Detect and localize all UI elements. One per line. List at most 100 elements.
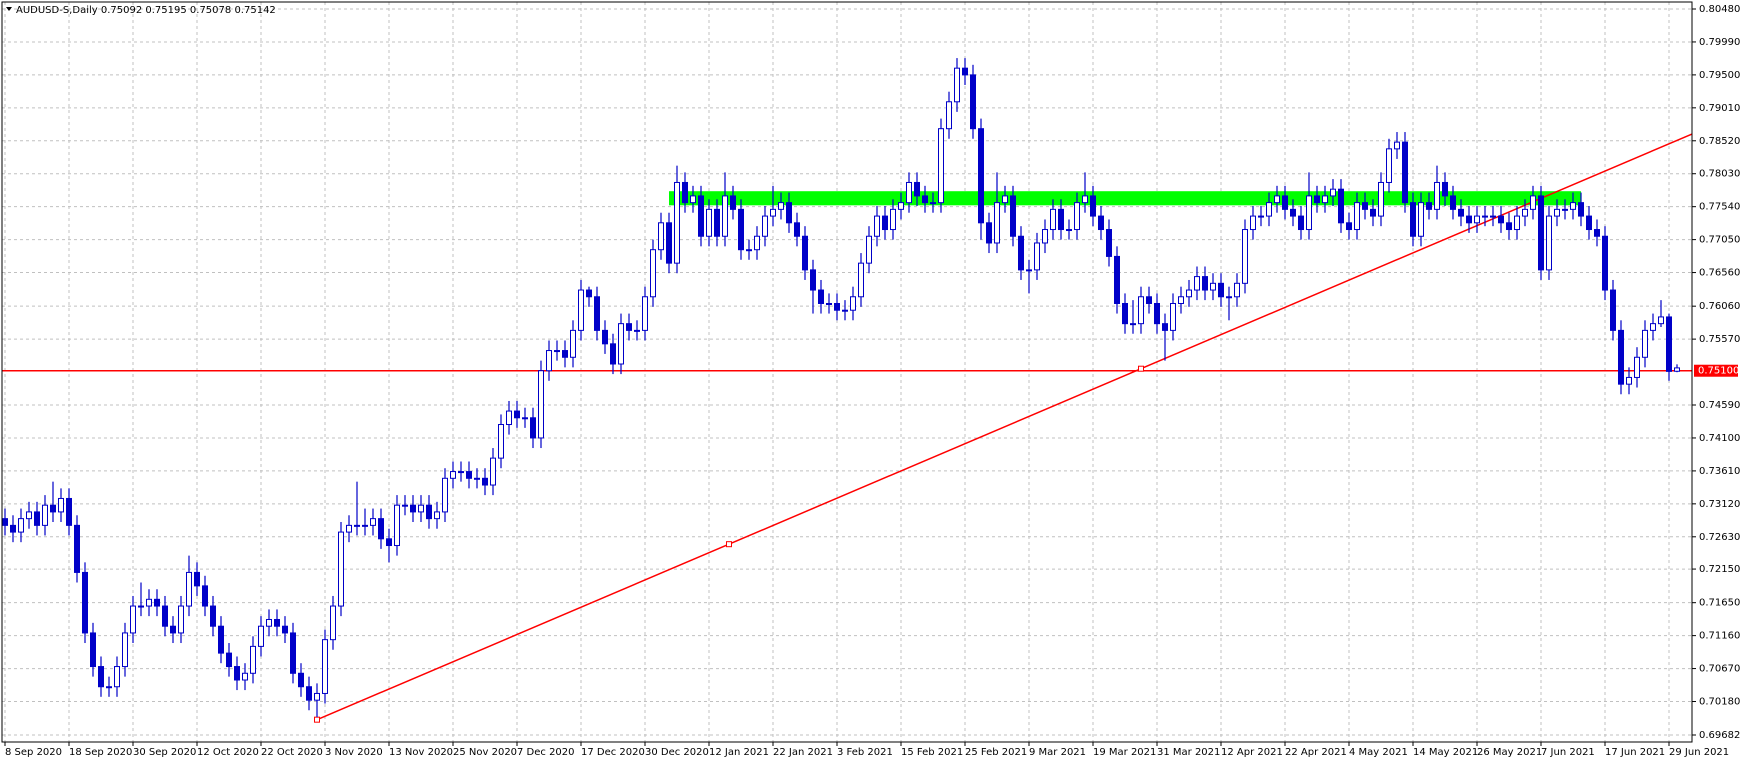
y-tick-label: 0.72630	[1699, 532, 1740, 543]
x-tick-label: 17 Jun 2021	[1605, 747, 1665, 758]
x-tick-label: 3 Feb 2021	[837, 747, 893, 758]
candle-body	[1634, 356, 1640, 378]
candle-body	[1002, 195, 1008, 204]
candle-body	[546, 350, 552, 372]
trendline-anchor	[314, 716, 320, 723]
candle-body	[1322, 195, 1328, 204]
x-tick-label: 9 Mar 2021	[1029, 747, 1086, 758]
candle-body	[370, 518, 376, 526]
candle-body	[890, 208, 896, 231]
candle-body	[1354, 202, 1360, 231]
x-tick-label: 4 May 2021	[1349, 747, 1408, 758]
candle-body	[1018, 235, 1024, 271]
candle-body	[1514, 215, 1520, 231]
candle-body	[210, 605, 216, 627]
candle-body	[1426, 202, 1432, 210]
y-tick-label: 0.77050	[1699, 235, 1740, 246]
y-tick-label: 0.75570	[1699, 334, 1740, 345]
candle-body	[730, 195, 736, 210]
x-tick-label: 12 Jan 2021	[709, 747, 769, 758]
candle-body	[674, 181, 680, 264]
candle-body	[594, 296, 600, 331]
candle-body	[1642, 329, 1648, 358]
candle-body	[602, 329, 608, 345]
x-tick-label: 18 Sep 2020	[69, 747, 132, 758]
candle-body	[322, 639, 328, 694]
candle-body	[1658, 316, 1664, 325]
candle-body	[1482, 215, 1488, 218]
candle-body	[658, 222, 664, 251]
candle-body	[1522, 208, 1528, 217]
y-tick-label: 0.78520	[1699, 136, 1740, 147]
candle-body	[1122, 302, 1128, 325]
candle-body	[1602, 235, 1608, 291]
candle-body	[282, 625, 288, 634]
candle-body	[738, 208, 744, 251]
y-tick-label: 0.73610	[1699, 466, 1740, 477]
candle-body	[506, 410, 512, 426]
price-label: 0.75100	[1698, 366, 1739, 377]
candle-body	[1162, 323, 1168, 331]
candle-body	[882, 215, 888, 231]
candle-body	[1242, 229, 1248, 284]
candle-body	[1410, 202, 1416, 237]
price-label-box	[1694, 364, 1738, 377]
candle-body	[1258, 215, 1264, 218]
candle-body	[922, 195, 928, 204]
candle-body	[1082, 195, 1088, 204]
x-tick-label: 7 Dec 2020	[517, 747, 575, 758]
candle-body	[698, 195, 704, 237]
candle-body	[1506, 222, 1512, 231]
candle-body	[378, 518, 384, 540]
candle-body	[1290, 208, 1296, 217]
candle-body	[354, 524, 360, 527]
candle-body	[714, 208, 720, 237]
candle-body	[50, 504, 56, 513]
candle-body	[1562, 208, 1568, 211]
candle-body	[530, 417, 536, 439]
candle-body	[1370, 208, 1376, 217]
candle-body	[98, 666, 104, 688]
y-tick-label: 0.79500	[1699, 70, 1740, 81]
candle-body	[1186, 289, 1192, 298]
candle-body	[1490, 215, 1496, 218]
zone	[669, 191, 1581, 206]
candle-body	[802, 235, 808, 271]
candle-body	[1098, 215, 1104, 231]
candle-body	[66, 497, 72, 526]
object-layer	[2, 133, 1693, 723]
candle-body	[242, 672, 248, 681]
candle-body	[618, 323, 624, 365]
title-icon	[6, 7, 12, 11]
x-tick-label: 26 May 2021	[1477, 747, 1542, 758]
candle-body	[666, 222, 672, 264]
candle-body	[1586, 215, 1592, 231]
candle-body	[1210, 282, 1216, 291]
candle-body	[834, 302, 840, 311]
candle-body	[1058, 208, 1064, 231]
candle-body	[1146, 296, 1152, 304]
candle-body	[194, 571, 200, 587]
candle-body	[458, 471, 464, 474]
candle-body	[778, 202, 784, 210]
candle-body	[338, 531, 344, 607]
candle-body	[1306, 195, 1312, 231]
candle-body	[154, 598, 160, 607]
y-tick-label: 0.71650	[1699, 598, 1740, 609]
x-tick-label: 25 Nov 2020	[453, 747, 517, 758]
candle-body	[306, 686, 312, 701]
candle-body	[514, 410, 520, 419]
candle-body	[1450, 195, 1456, 210]
candle-body	[914, 181, 920, 197]
candle-body	[1362, 202, 1368, 210]
candle-body	[786, 202, 792, 224]
candle-body	[1010, 195, 1016, 237]
plot-frame	[1, 1, 1693, 743]
candle-body	[1458, 208, 1464, 217]
candle-body	[642, 296, 648, 331]
candle-body	[426, 504, 432, 520]
candle-body	[1530, 195, 1536, 210]
trendline-anchor	[1138, 365, 1144, 372]
candle-body	[442, 477, 448, 513]
